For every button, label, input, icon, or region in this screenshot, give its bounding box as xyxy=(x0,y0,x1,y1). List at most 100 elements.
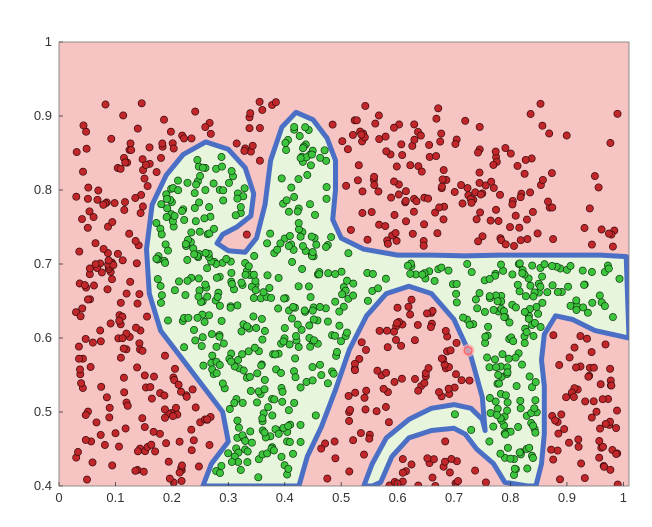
positive-point xyxy=(320,146,329,155)
positive-point xyxy=(190,325,198,334)
positive-point xyxy=(219,339,228,348)
positive-point xyxy=(295,132,304,140)
negative-point xyxy=(398,151,407,160)
negative-point xyxy=(526,188,535,197)
negative-point xyxy=(174,380,183,389)
negative-point xyxy=(111,429,120,438)
positive-point xyxy=(289,449,297,458)
negative-point xyxy=(138,202,147,211)
positive-point xyxy=(205,311,213,320)
positive-point xyxy=(475,289,484,298)
negative-point xyxy=(383,343,392,352)
negative-point xyxy=(420,379,429,388)
positive-point xyxy=(374,284,382,293)
positive-point xyxy=(515,287,524,296)
positive-point xyxy=(322,194,331,203)
positive-point xyxy=(335,321,344,330)
positive-point xyxy=(251,286,260,295)
positive-point xyxy=(152,254,161,263)
negative-point xyxy=(342,181,351,190)
negative-point xyxy=(613,480,622,486)
positive-point xyxy=(284,207,293,216)
negative-point xyxy=(357,130,366,139)
negative-point xyxy=(131,466,140,475)
positive-point xyxy=(258,414,267,423)
positive-point xyxy=(274,429,283,438)
negative-point xyxy=(547,169,556,178)
positive-point xyxy=(198,333,207,342)
positive-point xyxy=(344,249,353,258)
positive-point xyxy=(531,378,540,387)
positive-point xyxy=(277,369,285,377)
negative-point xyxy=(613,406,621,415)
positive-point xyxy=(183,256,192,264)
negative-point xyxy=(474,237,483,246)
negative-point xyxy=(458,199,467,208)
positive-point xyxy=(498,350,507,359)
positive-point xyxy=(467,425,476,434)
negative-point xyxy=(162,439,171,448)
negative-point xyxy=(77,379,86,388)
positive-point xyxy=(525,372,534,381)
positive-point xyxy=(184,313,193,322)
negative-point xyxy=(585,204,594,213)
negative-point xyxy=(367,208,376,217)
negative-point xyxy=(599,442,607,451)
negative-point xyxy=(471,466,480,475)
negative-point xyxy=(492,205,500,214)
negative-point xyxy=(362,386,371,395)
negative-point xyxy=(101,100,110,109)
negative-point xyxy=(75,247,84,256)
positive-point xyxy=(180,215,189,224)
positive-point xyxy=(240,184,249,193)
positive-point xyxy=(157,298,165,307)
negative-point xyxy=(139,467,148,476)
positive-point xyxy=(222,255,231,263)
positive-point xyxy=(210,224,218,233)
negative-point xyxy=(372,407,381,416)
negative-point xyxy=(108,275,116,284)
negative-point xyxy=(406,161,415,170)
negative-point xyxy=(439,215,448,224)
positive-point xyxy=(192,180,201,189)
negative-point xyxy=(99,244,108,253)
negative-point xyxy=(140,423,149,432)
negative-point xyxy=(271,98,280,107)
negative-point xyxy=(121,198,129,207)
positive-point xyxy=(227,457,236,466)
positive-point xyxy=(349,291,358,300)
negative-point xyxy=(397,374,406,383)
positive-point xyxy=(548,281,557,290)
negative-point xyxy=(343,145,352,154)
negative-point xyxy=(580,224,589,232)
negative-point xyxy=(390,378,399,386)
negative-point xyxy=(474,148,482,157)
positive-point xyxy=(299,144,307,153)
negative-point xyxy=(81,435,90,444)
positive-point xyxy=(381,274,390,283)
negative-point xyxy=(191,403,200,412)
negative-point xyxy=(516,236,525,245)
negative-point xyxy=(545,129,554,138)
positive-point xyxy=(231,211,240,220)
positive-point xyxy=(450,410,459,419)
negative-point xyxy=(475,178,484,187)
y-tick-label: 0.8 xyxy=(34,182,52,197)
negative-point xyxy=(178,461,186,470)
negative-point xyxy=(187,446,196,455)
negative-point xyxy=(344,391,353,400)
positive-point xyxy=(331,270,340,279)
negative-point xyxy=(565,438,573,447)
negative-point xyxy=(613,109,622,118)
negative-point xyxy=(102,393,111,402)
positive-point xyxy=(195,227,204,236)
y-tick-label: 1 xyxy=(45,34,52,49)
negative-point xyxy=(100,441,109,449)
negative-point xyxy=(476,208,485,217)
positive-point xyxy=(190,204,199,212)
negative-point xyxy=(120,388,129,397)
positive-point xyxy=(526,281,535,290)
negative-point xyxy=(88,458,97,467)
negative-point xyxy=(478,232,487,241)
positive-point xyxy=(509,337,518,346)
